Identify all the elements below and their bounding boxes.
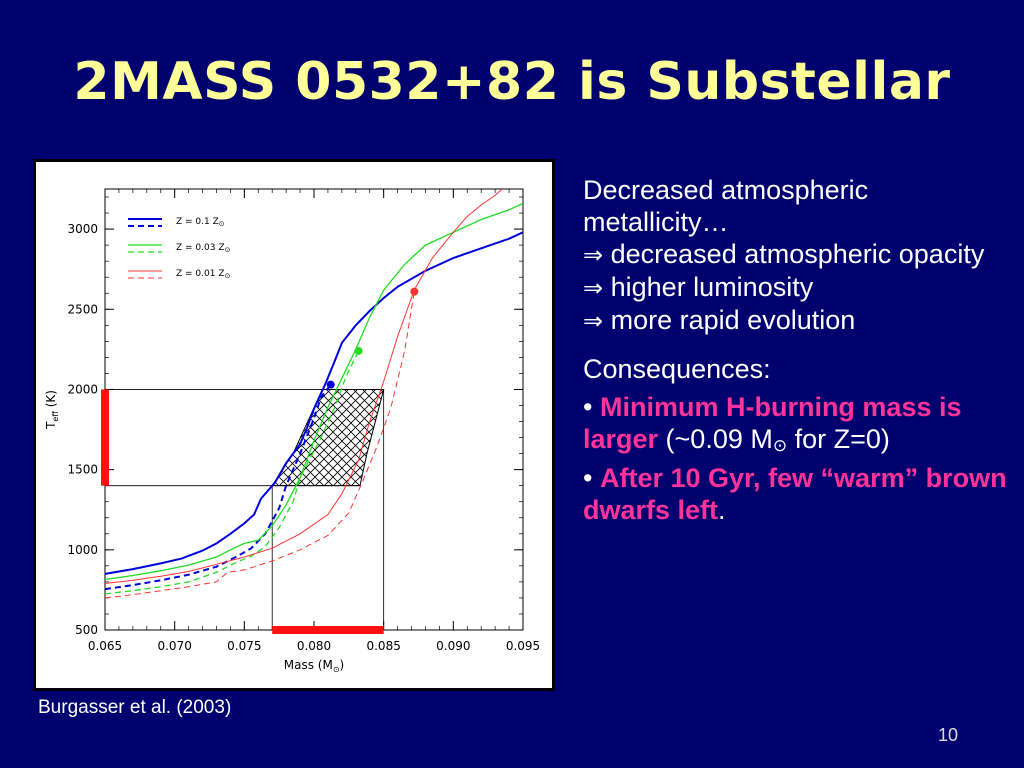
teff-mass-chart: 0.065 0.070 0.075 0.080 0.085 0.090 0.095 500 10… [44, 188, 540, 674]
svg-text:Teff (K): Teff (K) [44, 390, 60, 430]
text-line-luminosity: ⇒ higher luminosity [583, 271, 1013, 304]
text-line-opacity: ⇒ decreased atmospheric opacity [583, 238, 1013, 271]
legend-entry-label: Z = 0.01 Z⊙ [176, 269, 230, 280]
legend-entry-label: Z = 0.03 Z⊙ [176, 243, 230, 254]
sun-symbol-icon: ⊙ [772, 436, 788, 456]
text-line-metallicity: Decreased atmospheric metallicity… [583, 175, 869, 237]
series-line-solid [105, 189, 503, 584]
x-tick-label: 0.075 [227, 639, 261, 653]
bullet-icon: • [583, 463, 593, 493]
series-marker-point [326, 380, 335, 389]
consequence-item-brown-dwarfs: • After 10 Gyr, few “warm” brown dwarfs … [583, 462, 1013, 526]
x-tick-label: 0.085 [366, 639, 400, 653]
y-tick-label: 3000 [67, 222, 98, 236]
y-tick-label: 500 [75, 623, 98, 637]
series-marker-point [410, 287, 419, 296]
y-tick-label: 1500 [67, 463, 98, 477]
opacity-text: decreased atmospheric opacity [610, 239, 985, 269]
implies-arrow-icon: ⇒ [583, 241, 604, 269]
page-number: 10 [938, 725, 959, 745]
y-tick-label: 1000 [67, 543, 98, 557]
mass-range-bar [272, 626, 384, 634]
y-tick-label: 2500 [67, 302, 98, 316]
slide-title: 2MASS 0532+82 is Substellar [73, 52, 951, 112]
y-tick-label: 2000 [67, 382, 98, 396]
metallicity-condition-text: for Z=0) [787, 424, 890, 454]
series-marker-point [354, 346, 363, 355]
mass-value-text: (~0.09 M [658, 424, 773, 454]
implies-arrow-icon: ⇒ [583, 307, 604, 335]
series-line-dashed [105, 350, 360, 595]
series-line-solid [105, 231, 523, 575]
x-tick-label: 0.095 [506, 639, 540, 653]
x-tick-label: 0.080 [297, 639, 331, 653]
teff-range-bar [101, 389, 109, 486]
figure-credit: Burgasser et al. (2003) [38, 697, 232, 718]
bullet-icon: • [583, 392, 593, 422]
consequence-highlight-mass: Minimum H-burning mass is larger [583, 392, 962, 454]
x-tick-label: 0.070 [157, 639, 191, 653]
period-text: . [718, 495, 726, 525]
consequences-heading: Consequences: [583, 354, 771, 384]
figure-panel: 0.065 0.070 0.075 0.080 0.085 0.090 0.095 500 10… [33, 159, 555, 691]
luminosity-text: higher luminosity [610, 272, 814, 302]
x-tick-label: 0.090 [436, 639, 470, 653]
text-column: Decreased atmospheric metallicity… ⇒ dec… [583, 174, 1013, 526]
text-line-evolution: ⇒ more rapid evolution [583, 304, 1013, 337]
plot-area [105, 189, 523, 630]
implies-arrow-icon: ⇒ [583, 274, 604, 302]
legend-entry-label: Z = 0.1 Z⊙ [176, 217, 225, 228]
consequence-highlight-brown-dwarfs: After 10 Gyr, few “warm” brown dwarfs le… [583, 463, 1007, 525]
series-line-solid [105, 202, 523, 581]
x-axis-label: Mass (M⊙) [284, 658, 344, 674]
evolution-text: more rapid evolution [610, 305, 856, 335]
series-line-dashed [105, 383, 332, 591]
series-line-dashed [105, 291, 415, 599]
consequence-item-mass: • Minimum H-burning mass is larger (~0.0… [583, 391, 1013, 462]
x-tick-label: 0.065 [88, 639, 122, 653]
y-axis-label: Teff (K) [44, 390, 60, 430]
